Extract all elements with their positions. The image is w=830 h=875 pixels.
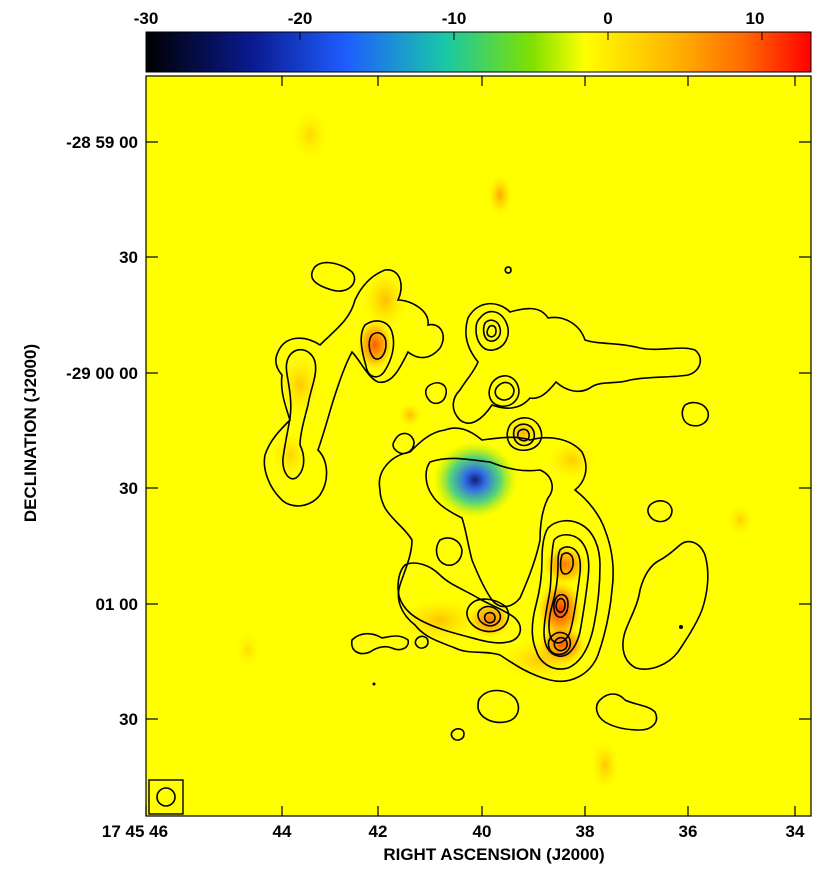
x-ticks	[145, 76, 796, 816]
x-tick-label: 38	[576, 822, 595, 841]
colorbar: -30 -20 -10 0 10	[134, 9, 812, 73]
contour-lines	[263, 261, 710, 741]
x-tick-label: 44	[273, 822, 292, 841]
emission-patches	[236, 109, 752, 790]
y-axis-title: DECLINATION (J2000)	[21, 344, 40, 522]
colorbar-gradient	[145, 31, 812, 73]
x-tick-label: 40	[473, 822, 492, 841]
colorbar-label: -30	[134, 9, 159, 28]
y-tick-label: 01 00	[95, 595, 138, 614]
colorbar-label: 10	[746, 9, 765, 28]
y-tick-label: 30	[119, 710, 138, 729]
y-tick-label: -28 59 00	[66, 133, 138, 152]
x-tick-label: 42	[369, 822, 388, 841]
x-tick-label: 34	[786, 822, 805, 841]
colorbar-label: 0	[603, 9, 612, 28]
map-frame	[145, 75, 812, 817]
map-panel	[145, 75, 812, 817]
x-tick-label: 17 45 46	[102, 822, 168, 841]
y-tick-label: 30	[119, 248, 138, 267]
x-tick-label: 36	[679, 822, 698, 841]
y-tick-label: -29 00 00	[66, 364, 138, 383]
x-axis-title: RIGHT ASCENSION (J2000)	[383, 845, 604, 864]
colorbar-label: -20	[288, 9, 313, 28]
colorbar-ticks	[145, 32, 763, 40]
y-ticks	[146, 141, 811, 720]
beam-symbol	[148, 779, 184, 815]
colorbar-label: -10	[442, 9, 467, 28]
y-tick-label: 30	[119, 479, 138, 498]
